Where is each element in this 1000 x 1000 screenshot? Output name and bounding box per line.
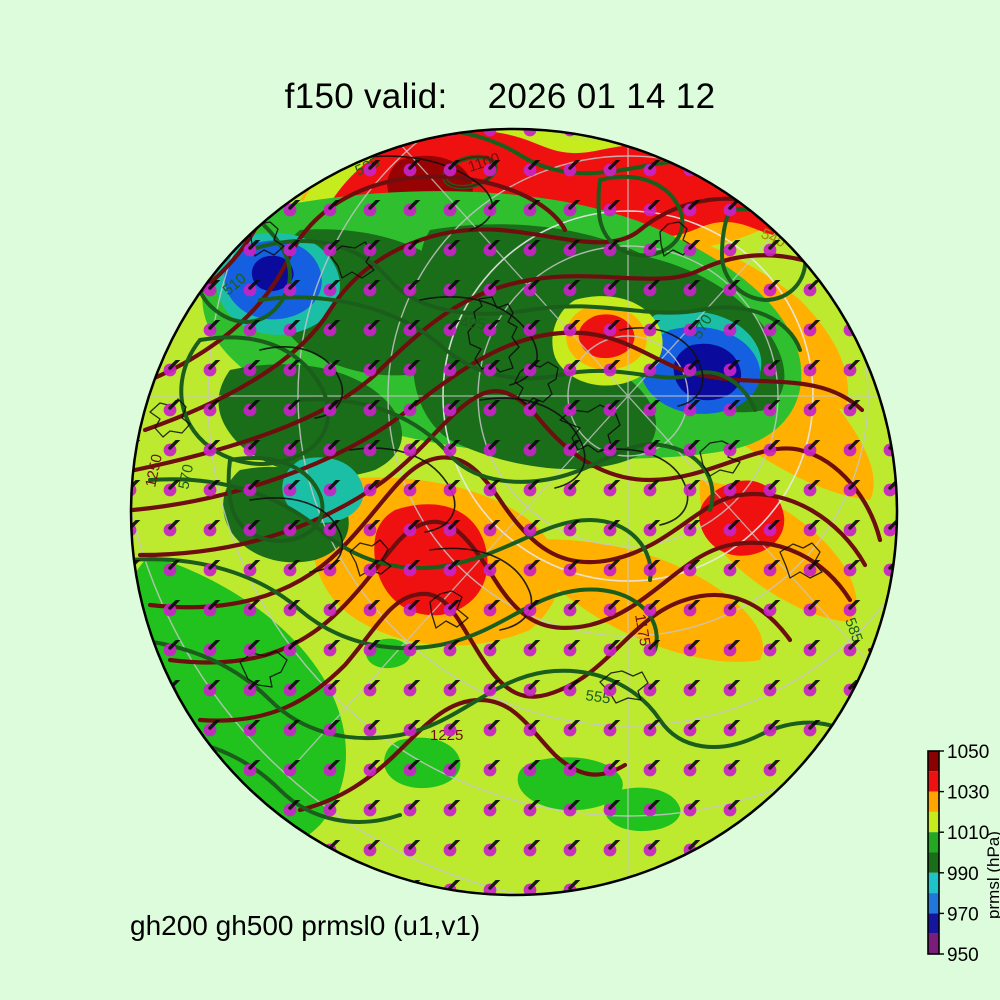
svg-text:1050: 1050 bbox=[947, 742, 989, 763]
svg-text:970: 970 bbox=[947, 904, 979, 925]
svg-text:gh200 gh500 prmsl0 (u1,v1): gh200 gh500 prmsl0 (u1,v1) bbox=[130, 910, 480, 941]
svg-text:990: 990 bbox=[947, 864, 979, 885]
svg-text:f150 valid: 2026 01 14 12: f150 valid: 2026 01 14 12 bbox=[285, 77, 716, 116]
svg-text:1010: 1010 bbox=[947, 823, 989, 844]
svg-text:1030: 1030 bbox=[947, 783, 989, 804]
svg-text:prmsl (hPa): prmsl (hPa) bbox=[984, 831, 1000, 919]
svg-text:950: 950 bbox=[947, 945, 979, 966]
